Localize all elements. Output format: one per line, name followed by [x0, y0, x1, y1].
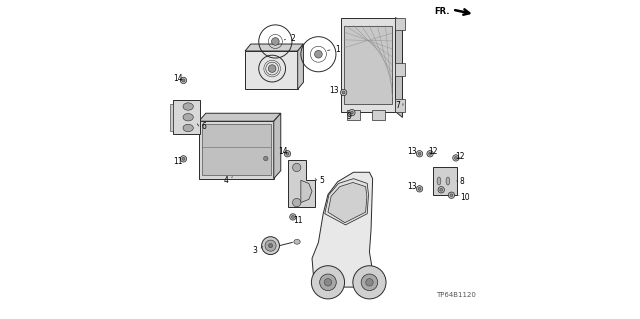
- Circle shape: [417, 151, 422, 157]
- Text: 10: 10: [460, 193, 470, 202]
- Circle shape: [269, 244, 273, 248]
- Circle shape: [353, 266, 386, 299]
- Text: 5: 5: [319, 176, 324, 185]
- Text: 1: 1: [335, 45, 340, 54]
- FancyBboxPatch shape: [396, 99, 405, 112]
- Circle shape: [286, 152, 289, 155]
- Circle shape: [427, 151, 433, 157]
- FancyBboxPatch shape: [340, 18, 396, 112]
- Polygon shape: [396, 18, 403, 117]
- FancyBboxPatch shape: [245, 51, 298, 89]
- Circle shape: [452, 155, 459, 161]
- Text: 14: 14: [278, 147, 288, 156]
- FancyBboxPatch shape: [173, 100, 200, 134]
- Ellipse shape: [183, 103, 193, 110]
- Polygon shape: [301, 180, 312, 203]
- Circle shape: [351, 111, 353, 114]
- Circle shape: [361, 274, 378, 291]
- Polygon shape: [298, 44, 303, 89]
- Circle shape: [292, 198, 301, 207]
- Ellipse shape: [183, 124, 193, 132]
- FancyBboxPatch shape: [202, 124, 271, 175]
- Text: 11: 11: [173, 157, 183, 166]
- Text: 13: 13: [330, 86, 339, 95]
- Polygon shape: [274, 113, 281, 179]
- Text: 4: 4: [223, 176, 228, 185]
- Circle shape: [315, 50, 322, 58]
- Circle shape: [438, 187, 444, 193]
- Polygon shape: [199, 113, 281, 121]
- Circle shape: [365, 278, 373, 286]
- FancyBboxPatch shape: [344, 26, 392, 104]
- FancyBboxPatch shape: [199, 121, 274, 179]
- FancyBboxPatch shape: [347, 110, 360, 120]
- Circle shape: [448, 192, 454, 198]
- Circle shape: [262, 237, 280, 255]
- Polygon shape: [245, 44, 303, 51]
- Circle shape: [180, 77, 187, 84]
- Polygon shape: [328, 182, 367, 223]
- Text: 14: 14: [173, 74, 183, 83]
- Text: 13: 13: [407, 182, 417, 191]
- Circle shape: [417, 186, 422, 192]
- Ellipse shape: [437, 177, 441, 185]
- Circle shape: [342, 91, 345, 94]
- Circle shape: [429, 152, 431, 155]
- Circle shape: [268, 65, 276, 72]
- Circle shape: [440, 188, 443, 191]
- Text: 12: 12: [456, 152, 465, 161]
- Circle shape: [450, 194, 453, 197]
- Text: TP64B1120: TP64B1120: [436, 292, 476, 298]
- Ellipse shape: [446, 177, 450, 185]
- Text: 13: 13: [408, 147, 417, 156]
- Text: 6: 6: [201, 122, 206, 130]
- Ellipse shape: [294, 239, 300, 244]
- Polygon shape: [324, 179, 369, 225]
- Circle shape: [180, 156, 187, 162]
- Circle shape: [182, 158, 185, 160]
- Text: 8: 8: [460, 177, 465, 186]
- Circle shape: [265, 240, 276, 251]
- Circle shape: [320, 274, 336, 291]
- Circle shape: [418, 152, 421, 155]
- Circle shape: [264, 156, 268, 161]
- Circle shape: [324, 278, 332, 286]
- Circle shape: [182, 79, 185, 82]
- Text: 2: 2: [291, 34, 295, 43]
- FancyBboxPatch shape: [372, 110, 385, 120]
- Ellipse shape: [183, 114, 193, 121]
- Circle shape: [291, 216, 294, 219]
- Circle shape: [271, 38, 279, 45]
- Text: 9: 9: [346, 112, 351, 121]
- Polygon shape: [288, 160, 316, 207]
- Circle shape: [418, 188, 421, 190]
- Circle shape: [312, 266, 344, 299]
- Circle shape: [454, 157, 458, 159]
- Circle shape: [292, 163, 301, 172]
- FancyBboxPatch shape: [396, 18, 405, 30]
- Text: 11: 11: [293, 216, 303, 225]
- Circle shape: [340, 89, 347, 96]
- Text: 7: 7: [396, 101, 401, 110]
- Polygon shape: [312, 172, 374, 287]
- Text: 3: 3: [252, 246, 257, 255]
- FancyBboxPatch shape: [433, 167, 457, 195]
- Circle shape: [284, 151, 291, 157]
- FancyBboxPatch shape: [170, 104, 173, 131]
- Text: FR.: FR.: [435, 7, 450, 16]
- Circle shape: [290, 214, 296, 220]
- Text: 12: 12: [429, 147, 438, 156]
- FancyBboxPatch shape: [396, 63, 405, 76]
- Circle shape: [349, 109, 355, 116]
